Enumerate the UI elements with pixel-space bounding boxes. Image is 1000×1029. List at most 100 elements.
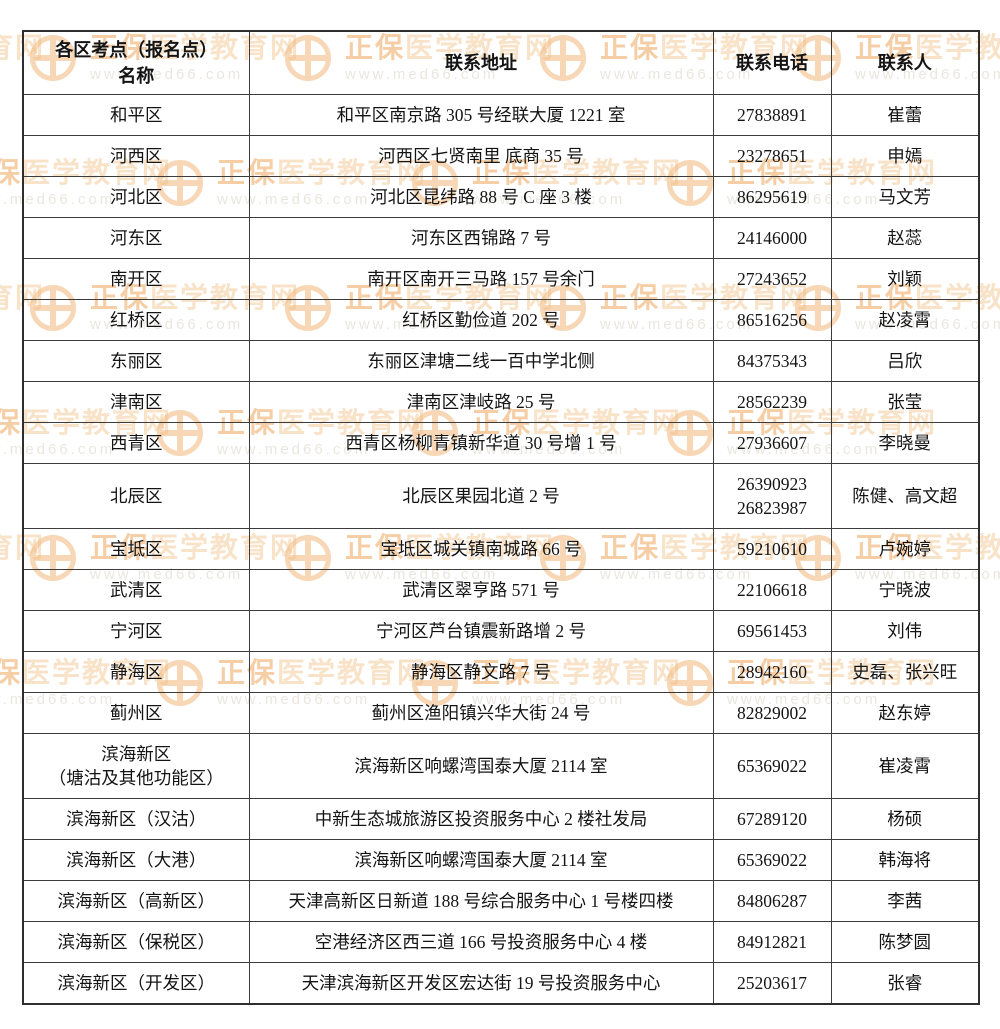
cell-contact: 赵凌霄 [830,299,980,341]
table-row: 河西区 河西区七贤南里 底商 35 号 23278651 申嫣 [22,135,980,177]
cell-name: 滨海新区（保税区） [22,921,250,963]
table-row: 红桥区 红桥区勤俭道 202 号 86516256 赵凌霄 [22,299,980,341]
cell-address: 河西区七贤南里 底商 35 号 [248,135,714,177]
exam-points-contact-table: 各区考点（报名点） 名称 联系地址 联系电话 联系人 和平区 和平区南京路 305… [22,30,980,1005]
cell-address: 宝坻区城关镇南城路 66 号 [248,528,714,570]
cell-contact: 赵蕊 [830,217,980,259]
cell-address: 津南区津岐路 25 号 [248,381,714,423]
cell-address: 武清区翠亨路 571 号 [248,569,714,611]
cell-contact: 刘颖 [830,258,980,300]
cell-address: 蓟州区渔阳镇兴华大街 24 号 [248,692,714,734]
cell-phone: 25203617 [712,962,832,1005]
cell-contact: 杨硕 [830,798,980,840]
cell-contact: 李晓曼 [830,422,980,464]
cell-address: 天津高新区日新道 188 号综合服务中心 1 号楼四楼 [248,880,714,922]
watermark-brand-strong: 正保 [0,407,23,438]
table-row: 西青区 西青区杨柳青镇新华道 30 号增 1 号 27936607 李晓曼 [22,422,980,464]
cell-contact: 张莹 [830,381,980,423]
header-address: 联系地址 [248,30,714,95]
cell-address: 东丽区津塘二线一百中学北侧 [248,340,714,382]
cell-address: 河东区西锦路 7 号 [248,217,714,259]
cell-phone: 82829002 [712,692,832,734]
table-header-row: 各区考点（报名点） 名称 联系地址 联系电话 联系人 [22,30,980,95]
table-row: 北辰区 北辰区果园北道 2 号 26390923 26823987 陈健、高文超 [22,463,980,529]
table-row: 和平区 和平区南京路 305 号经联大厦 1221 室 27838891 崔蕾 [22,94,980,136]
cell-name: 宝坻区 [22,528,250,570]
cell-phone: 65369022 [712,839,832,881]
cell-name: 南开区 [22,258,250,300]
cell-address: 和平区南京路 305 号经联大厦 1221 室 [248,94,714,136]
cell-phone: 26390923 26823987 [712,463,832,529]
table-body: 和平区 和平区南京路 305 号经联大厦 1221 室 27838891 崔蕾 河西区河… [22,94,980,1005]
table-row: 武清区 武清区翠亨路 571 号 22106618 宁晓波 [22,569,980,611]
header-phone: 联系电话 [712,30,832,95]
cell-name: 滨海新区（大港） [22,839,250,881]
cell-contact: 张睿 [830,962,980,1005]
cell-name: 河北区 [22,176,250,218]
cell-address: 南开区南开三马路 157 号余门 [248,258,714,300]
cell-contact: 史磊、张兴旺 [830,651,980,693]
table-row: 河东区 河东区西锦路 7 号 24146000 赵蕊 [22,217,980,259]
table-row: 滨海新区（保税区） 空港经济区西三道 166 号投资服务中心 4 楼 8491282… [22,921,980,963]
cell-contact: 赵东婷 [830,692,980,734]
cell-name: 红桥区 [22,299,250,341]
cell-name: 蓟州区 [22,692,250,734]
cell-contact: 李茜 [830,880,980,922]
table-row: 津南区 津南区津岐路 25 号 28562239 张莹 [22,381,980,423]
cell-phone: 86516256 [712,299,832,341]
table-row: 宁河区 宁河区芦台镇震新路增 2 号 69561453 刘伟 [22,610,980,652]
header-point-name: 各区考点（报名点） 名称 [22,30,250,95]
cell-name: 滨海新区 （塘沽及其他功能区） [22,733,250,799]
cell-address: 静海区静文路 7 号 [248,651,714,693]
cell-address: 河北区昆纬路 88 号 C 座 3 楼 [248,176,714,218]
cell-phone: 59210610 [712,528,832,570]
cell-address: 中新生态城旅游区投资服务中心 2 楼社发局 [248,798,714,840]
cell-phone: 23278651 [712,135,832,177]
table-row: 南开区 南开区南开三马路 157 号余门 27243652 刘颖 [22,258,980,300]
cell-address: 空港经济区西三道 166 号投资服务中心 4 楼 [248,921,714,963]
table-row: 河北区 河北区昆纬路 88 号 C 座 3 楼 86295619 马文芳 [22,176,980,218]
cell-address: 滨海新区响螺湾国泰大厦 2114 室 [248,733,714,799]
cell-contact: 韩海将 [830,839,980,881]
cell-phone: 69561453 [712,610,832,652]
cell-phone: 84375343 [712,340,832,382]
table-row: 静海区 静海区静文路 7 号 28942160 史磊、张兴旺 [22,651,980,693]
cell-name: 静海区 [22,651,250,693]
table-row: 滨海新区（汉沽） 中新生态城旅游区投资服务中心 2 楼社发局 67289120 杨硕 [22,798,980,840]
cell-phone: 27838891 [712,94,832,136]
cell-name: 东丽区 [22,340,250,382]
cell-address: 天津滨海新区开发区宏达街 19 号投资服务中心 [248,962,714,1005]
cell-contact: 马文芳 [830,176,980,218]
cell-name: 津南区 [22,381,250,423]
cell-address: 滨海新区响螺湾国泰大厦 2114 室 [248,839,714,881]
cell-phone: 86295619 [712,176,832,218]
cell-name: 西青区 [22,422,250,464]
cell-address: 宁河区芦台镇震新路增 2 号 [248,610,714,652]
cell-contact: 陈健、高文超 [830,463,980,529]
table-row: 蓟州区 蓟州区渔阳镇兴华大街 24 号 82829002 赵东婷 [22,692,980,734]
cell-contact: 崔凌霄 [830,733,980,799]
cell-phone: 67289120 [712,798,832,840]
cell-phone: 28562239 [712,381,832,423]
cell-contact: 宁晓波 [830,569,980,611]
cell-address: 红桥区勤俭道 202 号 [248,299,714,341]
cell-contact: 申嫣 [830,135,980,177]
table-row: 滨海新区（开发区） 天津滨海新区开发区宏达街 19 号投资服务中心 25203617… [22,962,980,1005]
table-row: 滨海新区（大港） 滨海新区响螺湾国泰大厦 2114 室 65369022 韩海将 [22,839,980,881]
table-row: 滨海新区 （塘沽及其他功能区） 滨海新区响螺湾国泰大厦 2114 室 6536902… [22,733,980,799]
cell-contact: 崔蕾 [830,94,980,136]
cell-contact: 吕欣 [830,340,980,382]
cell-name: 滨海新区（开发区） [22,962,250,1005]
cell-phone: 84806287 [712,880,832,922]
cell-phone: 22106618 [712,569,832,611]
cell-address: 西青区杨柳青镇新华道 30 号增 1 号 [248,422,714,464]
table-row: 滨海新区（高新区） 天津高新区日新道 188 号综合服务中心 1 号楼四楼 8480… [22,880,980,922]
cell-phone: 28942160 [712,651,832,693]
cell-name: 滨海新区（汉沽） [22,798,250,840]
table-row: 宝坻区 宝坻区城关镇南城路 66 号 59210610 卢婉婷 [22,528,980,570]
cell-name: 北辰区 [22,463,250,529]
cell-phone: 27936607 [712,422,832,464]
watermark-brand-strong: 正保 [0,157,23,188]
watermark-brand-strong: 正保 [0,657,23,688]
cell-name: 滨海新区（高新区） [22,880,250,922]
